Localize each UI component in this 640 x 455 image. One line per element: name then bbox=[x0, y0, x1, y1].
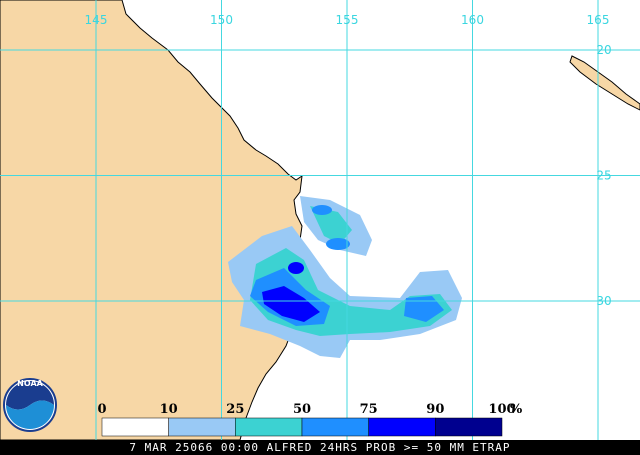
longitude-label: 155 bbox=[336, 13, 359, 27]
latitude-label: 30 bbox=[596, 294, 611, 308]
legend-label: 10 bbox=[160, 402, 178, 417]
longitude-label: 160 bbox=[461, 13, 484, 27]
latitude-label: 25 bbox=[596, 169, 611, 183]
legend-label: 100 bbox=[488, 402, 515, 417]
legend-label: 90 bbox=[426, 402, 444, 417]
caption: 7 MAR 25066 00:00 ALFRED 24HRS PROB >= 5… bbox=[129, 441, 510, 454]
longitude-label: 150 bbox=[210, 13, 233, 27]
caption-bar bbox=[0, 440, 640, 455]
legend-swatch bbox=[435, 417, 503, 437]
legend: 0 10 25 50 75 90 100% bbox=[97, 402, 523, 437]
legend-swatch bbox=[301, 417, 369, 437]
legend-label: 25 bbox=[226, 402, 244, 417]
noaa-logo: NOAA bbox=[3, 378, 57, 432]
legend-label: 0 bbox=[97, 402, 106, 417]
logo-text: NOAA bbox=[17, 379, 43, 388]
graticule: 145 150 155 160 165 20 25 30 bbox=[0, 0, 640, 440]
legend-swatch bbox=[235, 417, 303, 437]
legend-swatch bbox=[168, 417, 236, 437]
legend-swatch bbox=[101, 417, 169, 437]
longitude-label: 145 bbox=[85, 13, 108, 27]
legend-unit: % bbox=[510, 402, 523, 417]
latitude-label: 20 bbox=[596, 43, 611, 57]
legend-swatch bbox=[368, 417, 436, 437]
rainfall-probability bbox=[228, 196, 462, 358]
legend-label: 50 bbox=[293, 402, 311, 417]
longitude-label: 165 bbox=[587, 13, 610, 27]
legend-label: 75 bbox=[360, 402, 378, 417]
